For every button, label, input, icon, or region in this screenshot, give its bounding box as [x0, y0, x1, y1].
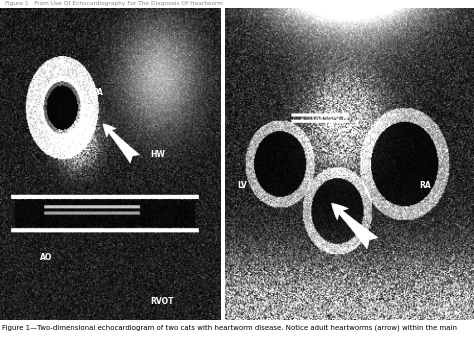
Text: RVOT: RVOT	[150, 297, 173, 306]
Text: LV: LV	[237, 181, 247, 190]
Text: Figure 1—Two-dimensional echocardiogram of two cats with heartworm disease. Noti: Figure 1—Two-dimensional echocardiogram …	[2, 325, 457, 331]
Text: HW: HW	[150, 150, 165, 159]
Text: LA: LA	[325, 122, 336, 131]
Text: AO: AO	[40, 253, 52, 262]
Text: RA: RA	[419, 181, 431, 190]
Text: Figure 1   From Use Of Echocardiography For The Diagnosis Of Heartworm: Figure 1 From Use Of Echocardiography Fo…	[5, 1, 223, 6]
Text: PA: PA	[92, 87, 103, 97]
